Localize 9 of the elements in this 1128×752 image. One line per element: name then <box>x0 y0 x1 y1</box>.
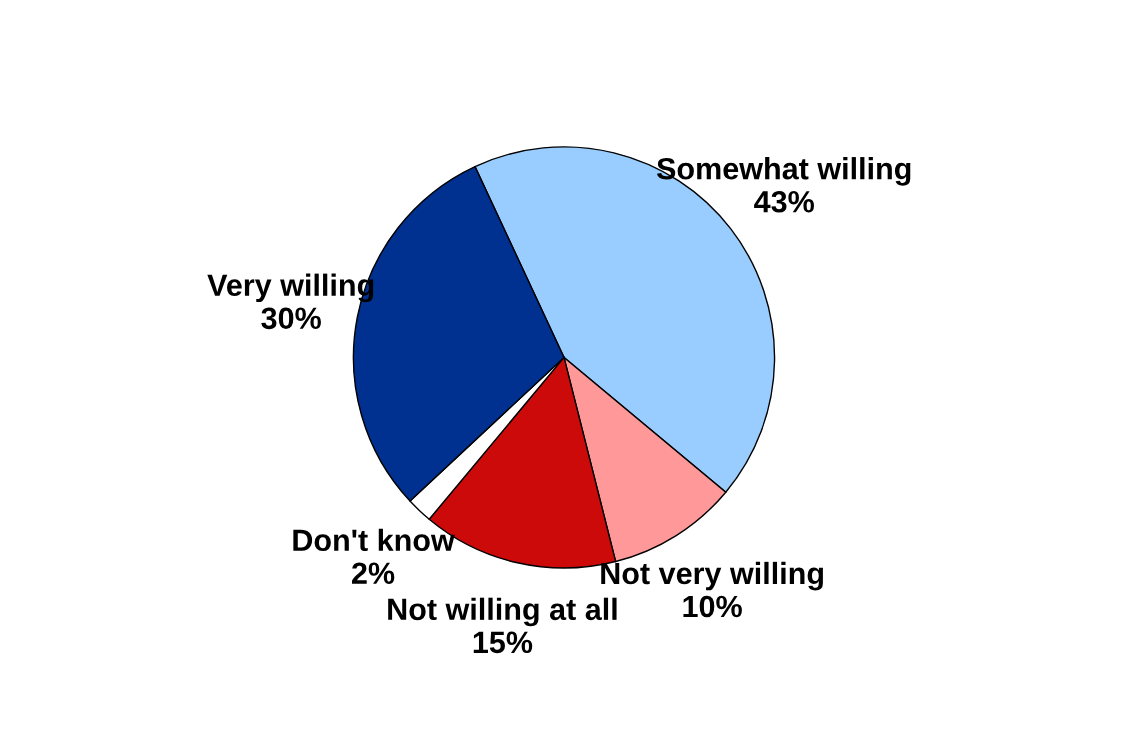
data-label: 10% <box>683 595 742 618</box>
data-label: 2% <box>352 562 395 584</box>
data-label: 15% <box>473 631 533 654</box>
slice-label: Don't know <box>293 528 455 552</box>
data-label: 30% <box>261 307 321 330</box>
slice-label: Not very willing <box>601 561 823 591</box>
slice-label: Somewhat willing <box>656 157 911 186</box>
slice-label: Not willing at all <box>388 597 617 627</box>
data-label: 43% <box>754 190 814 213</box>
